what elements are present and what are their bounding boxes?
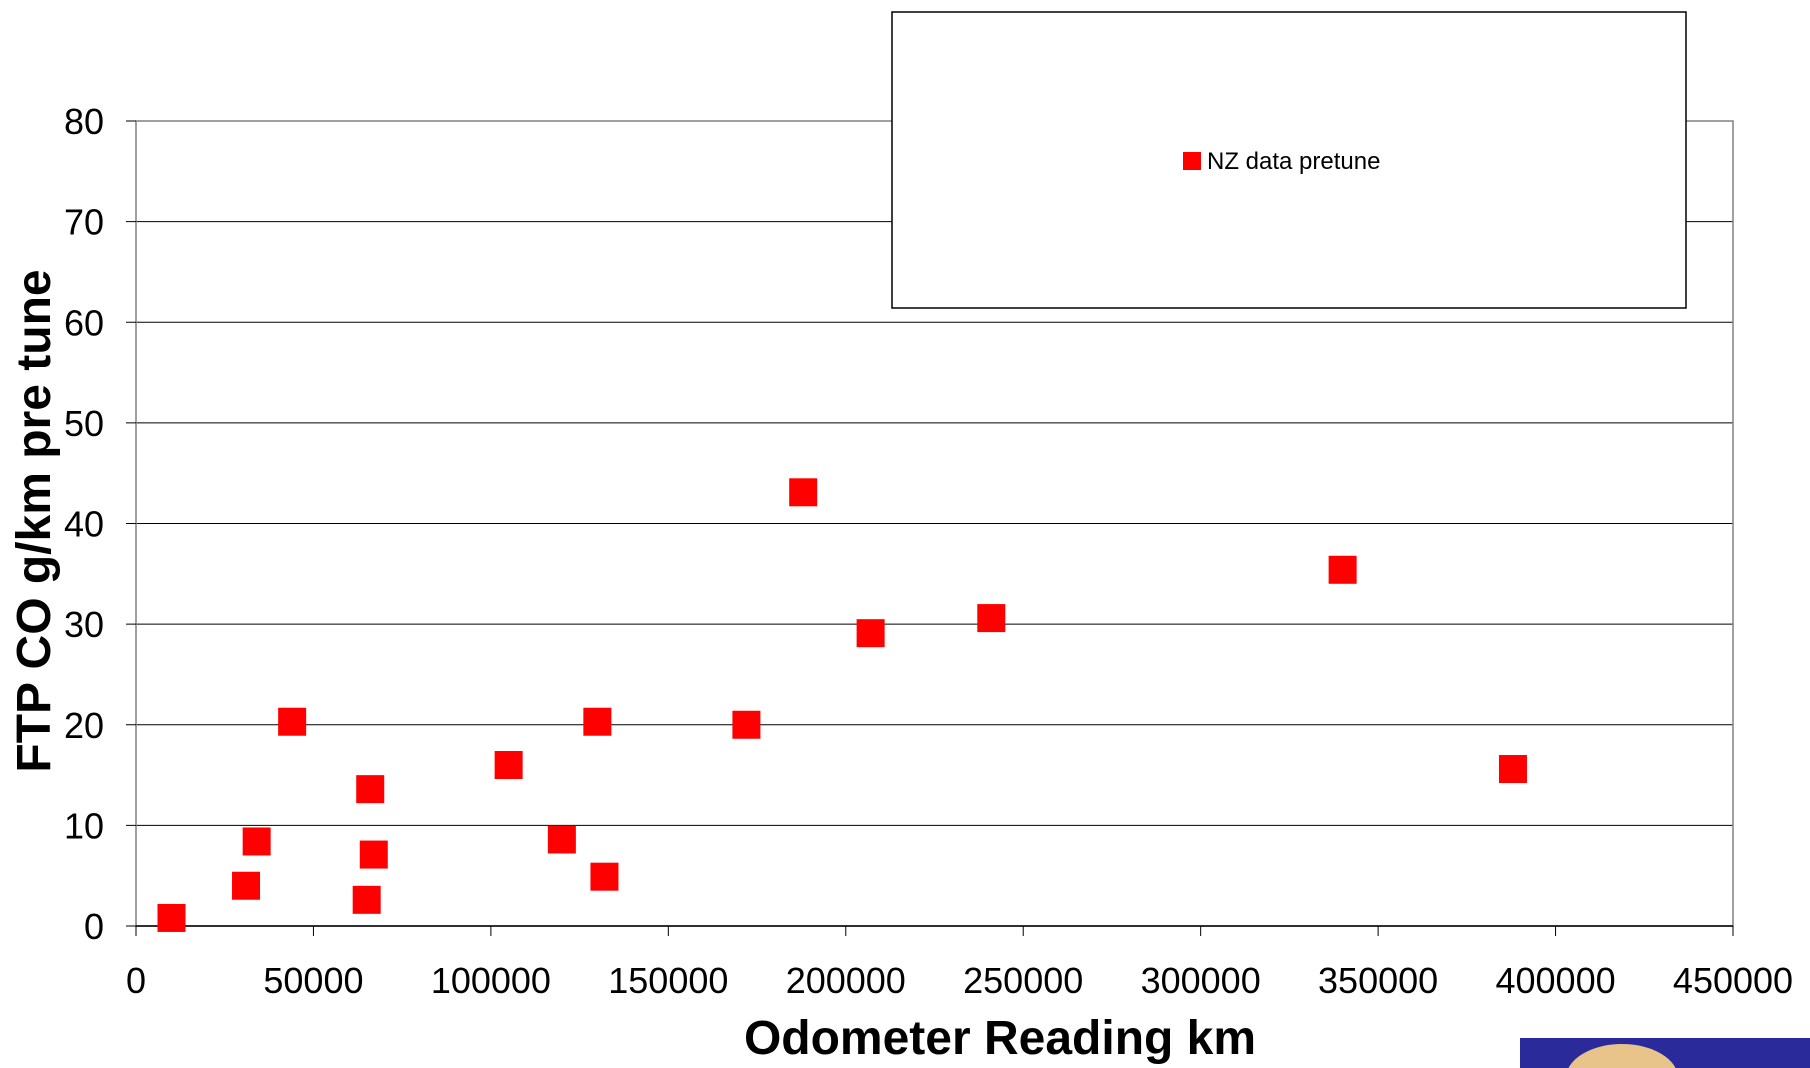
y-tick-label: 60 xyxy=(64,302,104,343)
data-point xyxy=(977,604,1006,633)
data-point xyxy=(356,775,385,804)
legend-label: NZ data pretune xyxy=(1207,148,1380,175)
legend: NZ data pretune xyxy=(891,11,1687,309)
x-tick-label: 0 xyxy=(126,960,146,1001)
data-point xyxy=(278,707,307,736)
logo-image xyxy=(1520,1038,1810,1068)
data-points xyxy=(157,478,1527,932)
x-axis: 0 50000 100000 150000 200000 250000 300000 3500… xyxy=(126,925,1793,1001)
x-tick-label: 250000 xyxy=(963,960,1083,1001)
y-tick-label: 30 xyxy=(64,604,104,645)
data-point xyxy=(494,751,523,779)
legend-marker xyxy=(1183,152,1201,170)
data-point xyxy=(242,827,271,856)
y-axis: 0 10 20 30 40 50 60 70 80 xyxy=(64,101,136,947)
x-tick-label: 200000 xyxy=(786,960,906,1001)
data-point xyxy=(583,707,612,736)
y-axis-title: FTP CO g/km pre tune xyxy=(8,269,61,772)
data-point xyxy=(789,478,818,507)
y-tick-label: 70 xyxy=(64,202,104,243)
data-point xyxy=(856,619,885,648)
x-tick-label: 400000 xyxy=(1495,960,1615,1001)
data-point xyxy=(232,871,261,900)
data-point xyxy=(352,885,381,914)
data-point xyxy=(732,710,761,739)
y-tick-label: 40 xyxy=(64,504,104,545)
data-point xyxy=(1328,555,1357,584)
data-point xyxy=(547,825,576,854)
y-tick-label: 10 xyxy=(64,805,104,846)
x-tick-label: 450000 xyxy=(1673,960,1793,1001)
data-point xyxy=(1498,755,1527,784)
y-tick-label: 50 xyxy=(64,403,104,444)
x-tick-label: 300000 xyxy=(1141,960,1261,1001)
y-tick-label: 20 xyxy=(64,705,104,746)
x-tick-label: 150000 xyxy=(608,960,728,1001)
x-tick-label: 100000 xyxy=(431,960,551,1001)
data-point xyxy=(359,840,388,869)
legend-box xyxy=(891,11,1687,309)
x-tick-label: 350000 xyxy=(1318,960,1438,1001)
data-point xyxy=(590,862,619,891)
data-point xyxy=(157,903,186,932)
x-axis-title: Odometer Reading km xyxy=(744,1012,1256,1065)
x-tick-label: 50000 xyxy=(263,960,363,1001)
y-tick-label: 0 xyxy=(84,906,104,947)
y-tick-label: 80 xyxy=(64,101,104,142)
